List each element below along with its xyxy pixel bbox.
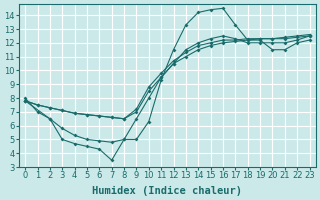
- X-axis label: Humidex (Indice chaleur): Humidex (Indice chaleur): [92, 186, 242, 196]
